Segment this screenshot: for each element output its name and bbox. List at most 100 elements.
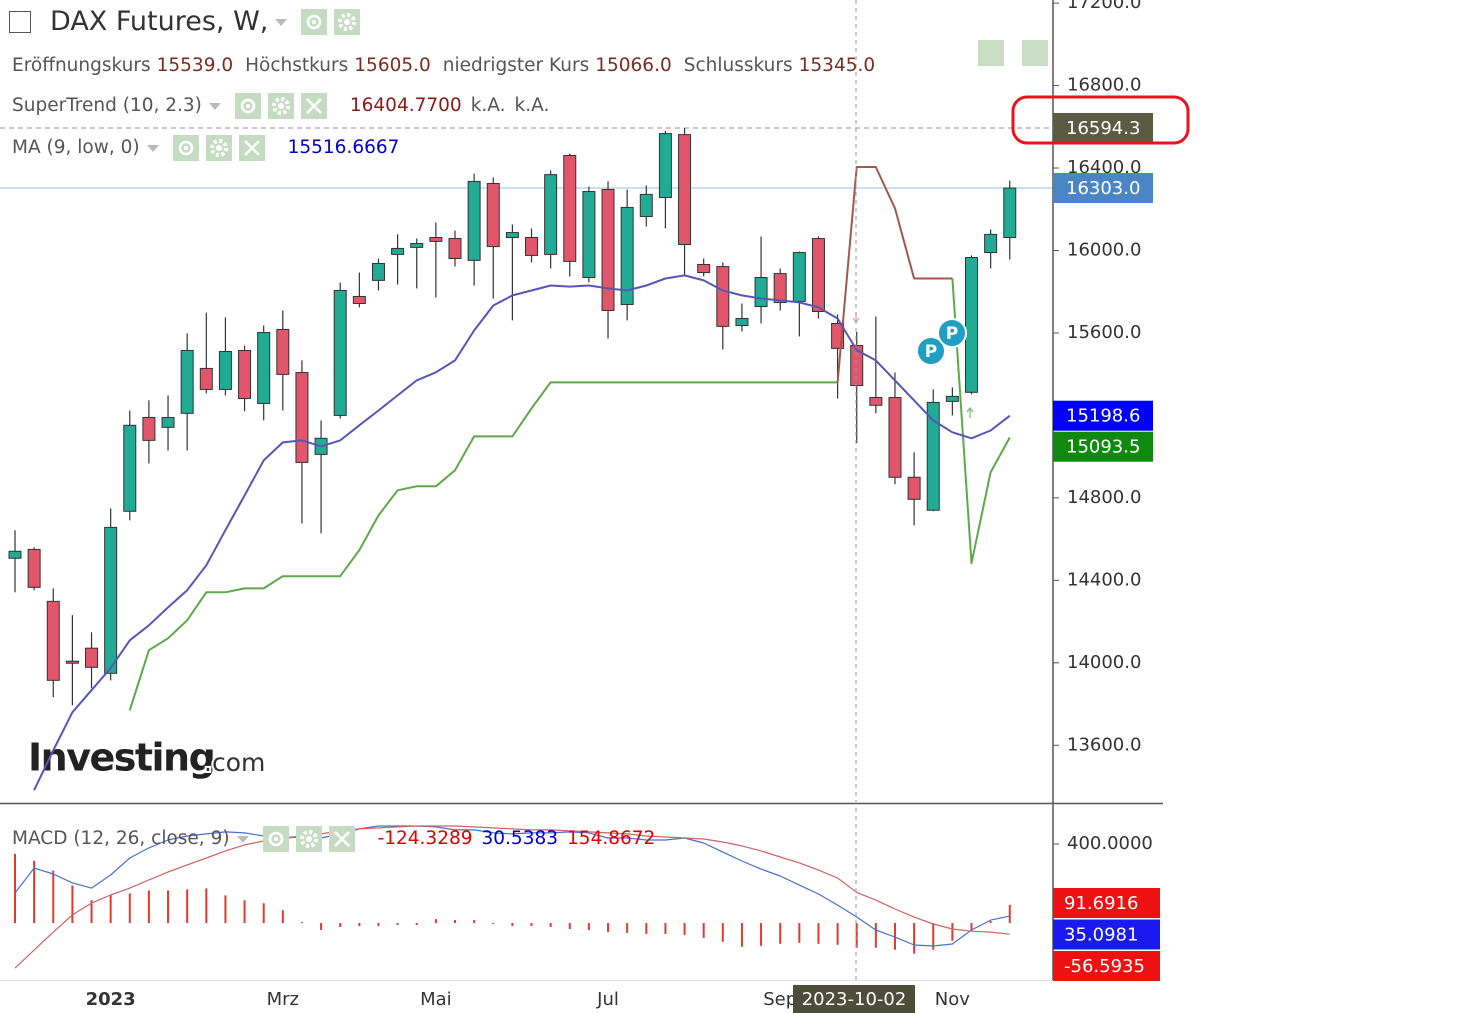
candle-body xyxy=(391,247,405,255)
candle-body xyxy=(65,660,79,664)
crosshair-box xyxy=(793,985,915,1013)
indicator-line xyxy=(33,274,1011,791)
button-glyph xyxy=(271,97,290,115)
indicator-button[interactable] xyxy=(301,9,328,35)
annotation-highlight xyxy=(1011,95,1190,145)
button-icon xyxy=(301,9,328,35)
candle-body xyxy=(199,367,213,390)
candle-body xyxy=(238,349,252,400)
y-tick-label: 17200.0 xyxy=(1067,0,1141,13)
button-glyph xyxy=(333,831,350,847)
indicator-button[interactable] xyxy=(205,135,232,161)
candle-body xyxy=(104,526,118,674)
button-glyph xyxy=(268,831,283,847)
indicator-button[interactable] xyxy=(295,826,322,852)
readout-value: k.A. xyxy=(514,95,550,116)
indicator-button[interactable] xyxy=(172,135,199,161)
price-tag xyxy=(1053,431,1153,462)
button-icon xyxy=(172,135,199,161)
candle-body xyxy=(639,193,653,217)
candle-body xyxy=(218,351,232,390)
dropdown-caret[interactable] xyxy=(236,835,249,843)
indicator-button[interactable] xyxy=(334,9,361,35)
button-glyph xyxy=(183,146,188,150)
macd-title: MACD (12, 26, close, 9) xyxy=(12,828,230,849)
candle-body xyxy=(448,238,462,260)
readout-value: 15516.6667 xyxy=(287,137,400,158)
y-tick-label: 13600.0 xyxy=(1067,734,1141,755)
dropdown-caret[interactable] xyxy=(275,18,288,26)
indicator-buttons xyxy=(172,135,272,161)
indicator-button[interactable] xyxy=(300,93,327,119)
candle-body xyxy=(965,256,978,393)
readout-value: k.A. xyxy=(470,95,506,116)
candle-body xyxy=(907,476,921,500)
y-tick-label: 16400.0 xyxy=(1067,157,1141,178)
indicator-row: SuperTrend (10, 2.3) 16404.7700 k.A. k.A. xyxy=(12,92,558,120)
y-tick-label: 400.0000 xyxy=(1067,833,1153,854)
y-tick-label: 14400.0 xyxy=(1067,569,1141,590)
candle-body xyxy=(505,232,519,238)
price-tag xyxy=(1053,951,1160,981)
scale-button[interactable] xyxy=(978,40,1004,66)
candle-body xyxy=(945,395,959,402)
candle-body xyxy=(8,550,22,559)
indicator-buttons xyxy=(262,826,362,852)
event-marker-label: P xyxy=(946,324,958,344)
indicator-row: MA (9, low, 0) 15516.6667 xyxy=(12,134,408,162)
readout-value: 15605.0 xyxy=(354,55,431,76)
signal-arrow xyxy=(966,406,974,418)
button-glyph xyxy=(312,20,317,24)
macd-line xyxy=(14,825,1010,947)
button-glyph xyxy=(273,837,278,841)
event-marker xyxy=(916,336,946,366)
price-tag xyxy=(1053,173,1153,204)
scale-buttons xyxy=(978,40,1048,70)
indicator-button[interactable] xyxy=(267,93,294,119)
candle-body xyxy=(1003,187,1017,238)
button-icon xyxy=(238,135,265,161)
scale-button[interactable] xyxy=(1022,40,1048,66)
readout-value: 15539.0 xyxy=(156,55,234,76)
candle-body xyxy=(754,276,768,308)
logo-text: Investing xyxy=(28,736,214,780)
readout-name: Eröffnungskurs xyxy=(12,55,151,76)
chart-title: DAX Futures, W, xyxy=(50,6,269,37)
indicator-button[interactable] xyxy=(262,826,289,852)
y-tick-label: 16000.0 xyxy=(1067,239,1141,260)
indicator-button[interactable] xyxy=(328,826,355,852)
logo-suffix: .com xyxy=(204,748,265,777)
price-tag-label: 15198.6 xyxy=(1066,406,1140,427)
candle-body xyxy=(658,133,672,199)
candle-body xyxy=(697,264,711,274)
dropdown-caret[interactable] xyxy=(208,102,221,110)
button-glyph xyxy=(215,145,222,151)
candle-body xyxy=(352,295,366,304)
x-tick-label: 2023 xyxy=(86,989,136,1010)
indicator-button[interactable] xyxy=(234,93,261,119)
dropdown-caret[interactable] xyxy=(146,144,159,152)
x-tick-label: Mrz xyxy=(267,989,299,1010)
collapse-toggle[interactable] xyxy=(9,11,31,33)
readout-name: Höchstkurs xyxy=(245,55,349,76)
candle-body xyxy=(142,416,156,441)
candle-body xyxy=(276,328,290,375)
candle-body xyxy=(792,252,806,302)
indicator-button[interactable] xyxy=(238,135,265,161)
ohlc-readout-row: Eröffnungskurs 15539.0 Höchstkurs 15605.0 ni… xyxy=(12,52,887,80)
signal-line xyxy=(14,825,1010,969)
candle-body xyxy=(161,416,175,428)
readout-name: Schlusskurs xyxy=(683,55,793,76)
candle-body xyxy=(716,266,730,327)
button-icon xyxy=(262,826,289,852)
indicator-name: MA (9, low, 0) xyxy=(12,137,140,158)
y-tick-label: 16800.0 xyxy=(1067,75,1141,96)
price-tag-label: 16594.3 xyxy=(1066,118,1140,139)
event-marker xyxy=(937,318,967,348)
candle-body xyxy=(410,242,424,248)
button-glyph xyxy=(178,140,193,156)
candle-body xyxy=(888,396,902,478)
price-tag-label: 15093.5 xyxy=(1066,437,1140,458)
readout-value: 16404.7700 xyxy=(349,95,462,116)
price-tag-label: 16303.0 xyxy=(1066,178,1140,199)
